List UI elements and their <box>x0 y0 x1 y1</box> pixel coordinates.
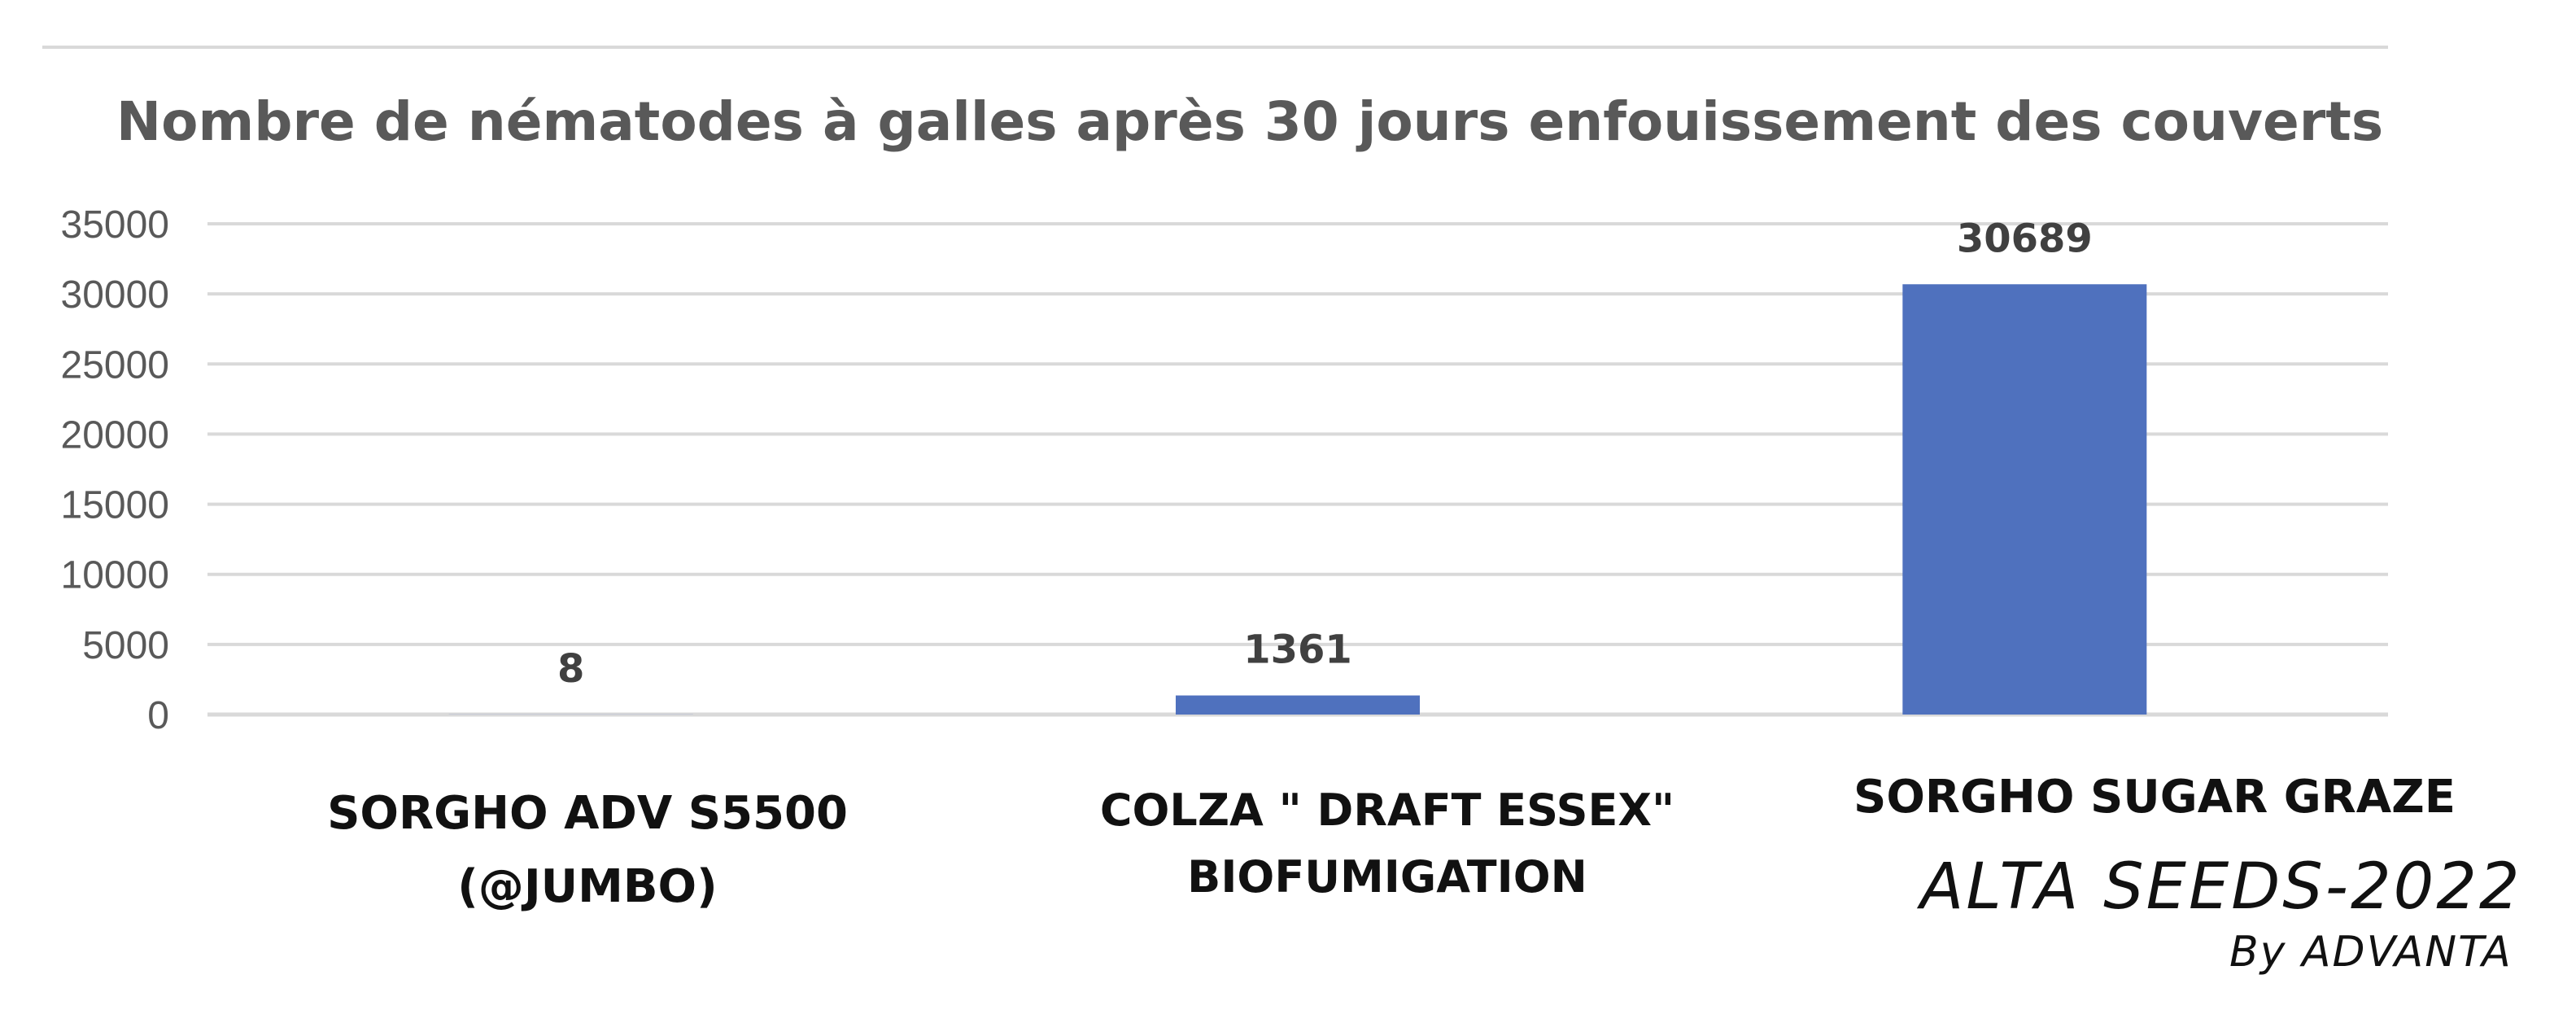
data-labels: 8 1361 30689 <box>557 216 2093 692</box>
y-tick-label: 15000 <box>61 484 169 527</box>
category-label: SORGHO SUGAR GRAZE <box>1788 761 2521 834</box>
y-tick-label: 35000 <box>61 203 169 247</box>
brand-byline: By ADVANTA <box>2229 928 2513 977</box>
y-tick-label: 0 <box>147 694 169 737</box>
y-axis-ticks: 0 5000 10000 15000 20000 25000 30000 35000 <box>61 203 169 737</box>
data-label: 30689 <box>1957 216 2093 261</box>
category-label-line: (@JUMBO) <box>457 860 718 913</box>
bar <box>1902 284 2147 715</box>
y-tick-label: 20000 <box>61 413 169 457</box>
y-tick-label: 10000 <box>61 554 169 597</box>
category-label-line: COLZA " DRAFT ESSEX" <box>1099 785 1675 836</box>
bars <box>448 284 2147 715</box>
bar <box>1176 695 1420 715</box>
brand-name: ALTA SEEDS-2022 <box>1920 850 2522 924</box>
data-label: 8 <box>557 646 584 692</box>
chart-title: Nombre de nématodes à galles après 30 jo… <box>116 90 2383 153</box>
category-label-line: BIOFUMIGATION <box>1187 851 1587 903</box>
y-tick-label: 25000 <box>61 343 169 387</box>
category-label: COLZA " DRAFT ESSEX" BIOFUMIGATION <box>1021 777 1753 911</box>
category-label: SORGHO ADV S5500 (@JUMBO) <box>221 777 954 924</box>
y-tick-label: 5000 <box>82 624 169 667</box>
y-tick-label: 30000 <box>61 273 169 317</box>
category-label-line: SORGHO SUGAR GRAZE <box>1853 771 2456 824</box>
category-label-line: SORGHO ADV S5500 <box>327 787 848 840</box>
data-label: 1361 <box>1243 627 1352 673</box>
